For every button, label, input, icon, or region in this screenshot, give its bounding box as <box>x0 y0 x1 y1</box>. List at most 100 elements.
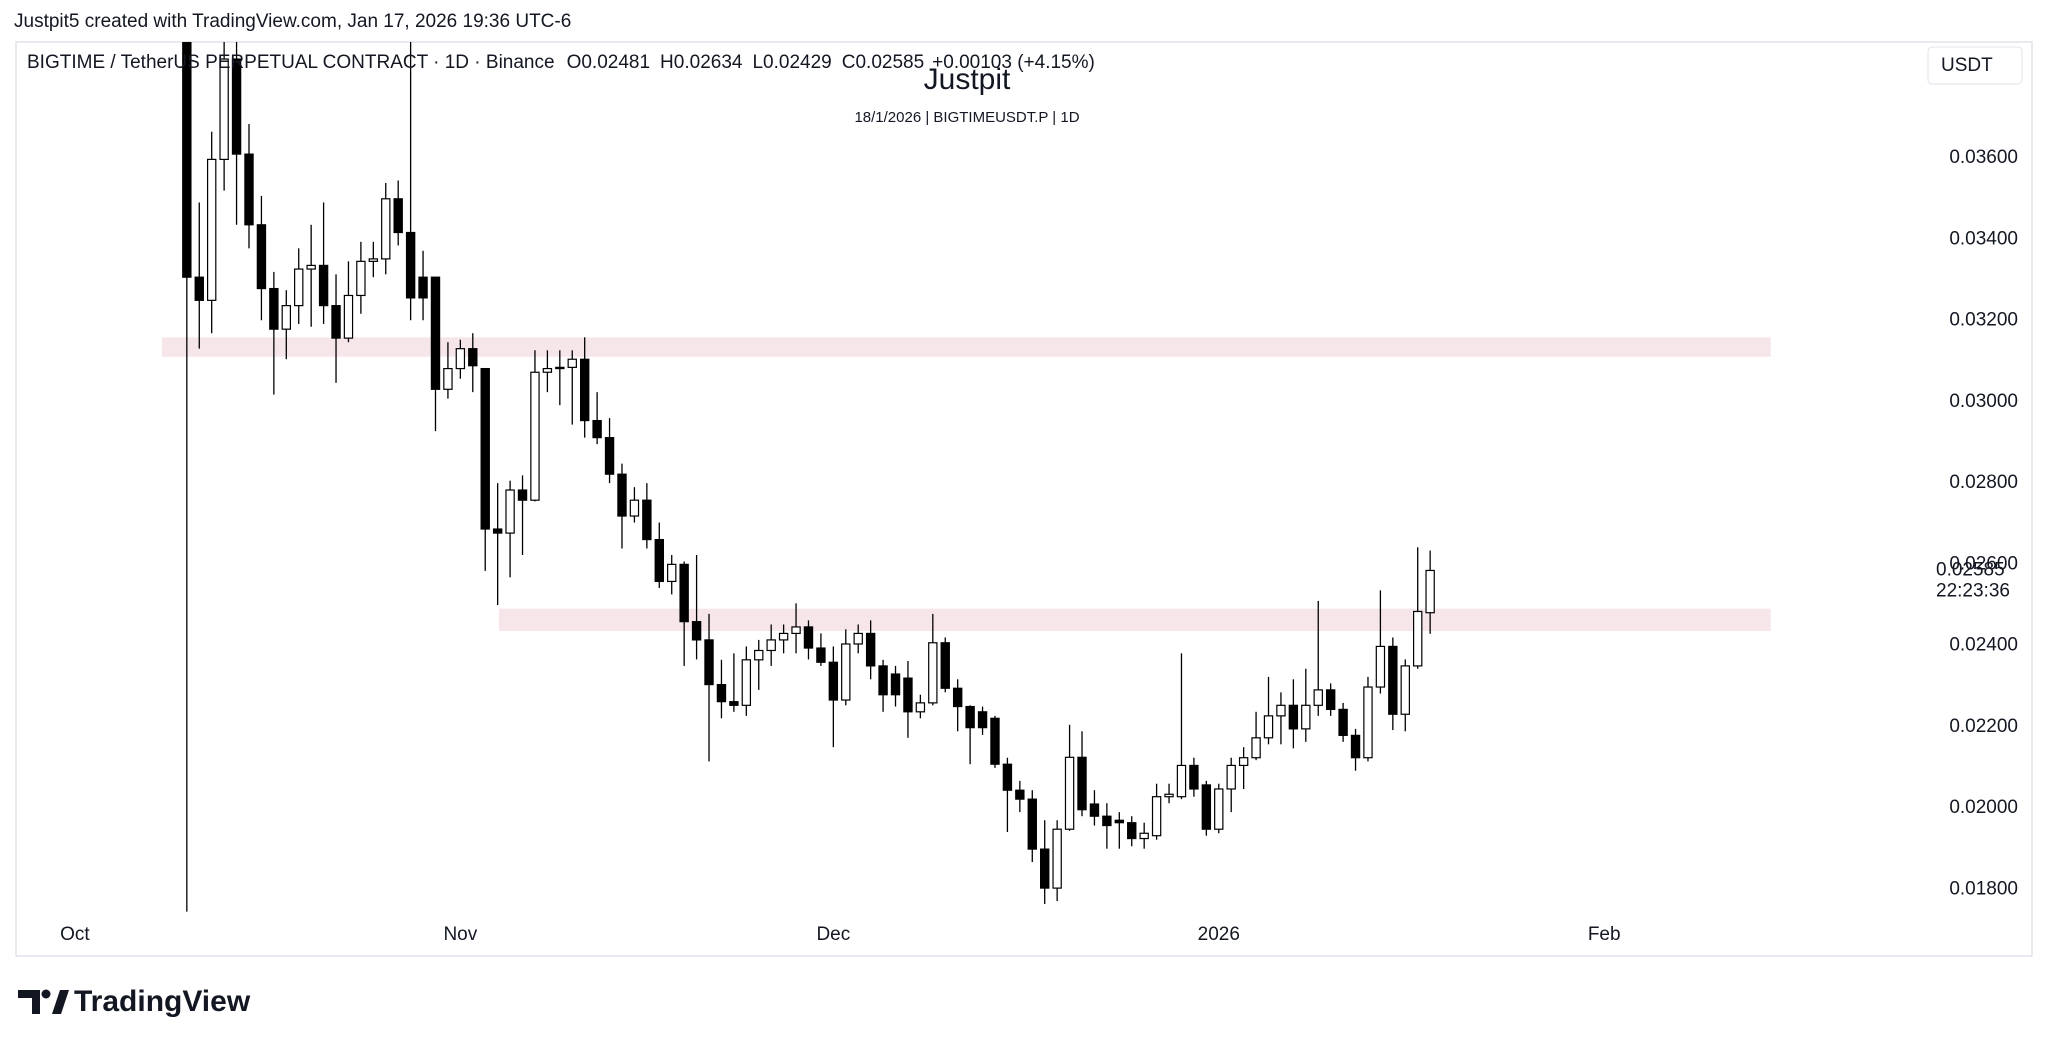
candle-body <box>244 153 254 226</box>
candle-body <box>1077 756 1087 811</box>
candle-body <box>679 563 689 623</box>
symbol-name: BIGTIME / TetherUS PERPETUAL CONTRACT · … <box>27 52 555 73</box>
chart-frame <box>15 41 2033 957</box>
ohlc-prefix: L <box>752 52 763 73</box>
y-tick-label: 0.02400 <box>1949 635 2018 656</box>
candle-body <box>567 358 577 368</box>
candle-body <box>778 632 789 641</box>
y-tick-label: 0.02200 <box>1949 716 2018 737</box>
candle-body <box>1027 798 1037 850</box>
candle-body <box>1425 569 1435 614</box>
candle-body <box>1413 610 1423 667</box>
candle-body <box>318 264 329 307</box>
candle-body <box>405 231 416 299</box>
candle-body <box>716 683 727 703</box>
candle-body <box>430 276 441 390</box>
candle-body <box>256 224 267 290</box>
y-tick-label: 0.03600 <box>1949 147 2018 168</box>
ohlc-prefix: H <box>660 52 674 73</box>
candle-body <box>1214 788 1224 830</box>
ohlc-value: 0.02585 <box>855 52 924 73</box>
candle-body <box>1064 756 1075 830</box>
candle-body <box>368 258 379 262</box>
y-tick-label: 0.02000 <box>1949 797 2018 818</box>
candle-body <box>1002 763 1013 791</box>
candle-body <box>828 661 839 701</box>
candle-body <box>480 367 490 530</box>
y-tick-label: 0.03000 <box>1949 391 2018 412</box>
candle-body <box>418 276 428 299</box>
candle-body <box>903 677 913 713</box>
x-tick-label: 2026 <box>1198 924 1240 945</box>
watermark-subtitle: 18/1/2026 | BIGTIMEUSDT.P | 1D <box>854 109 1079 126</box>
candle-body <box>1375 645 1386 688</box>
candle-body <box>219 58 229 160</box>
y-tick-label: 0.03200 <box>1949 310 2018 331</box>
level-zone <box>498 608 1771 631</box>
candle-body <box>592 419 602 439</box>
candle-body <box>667 563 677 583</box>
candle-body <box>865 632 876 667</box>
candle-body <box>182 42 192 278</box>
candle-body <box>791 626 801 635</box>
candle-body <box>1089 803 1100 817</box>
candle-body <box>1338 708 1348 736</box>
brand-logo: TradingView <box>18 985 251 1018</box>
y-tick-label: 0.01800 <box>1949 878 2018 899</box>
candle-body <box>741 659 752 706</box>
candle-body <box>754 649 764 661</box>
candle-body <box>1114 819 1125 824</box>
ohlc-prefix: C <box>842 52 856 73</box>
ohlc-prefix: O <box>567 52 582 73</box>
candle-body <box>1325 689 1336 710</box>
candle-body <box>629 499 640 517</box>
candle-body <box>555 366 565 370</box>
candle-body <box>281 305 291 330</box>
candle-body <box>1313 689 1323 706</box>
candle-body <box>965 705 975 729</box>
candle-body <box>704 639 714 686</box>
candle-body <box>294 268 304 307</box>
candle-body <box>468 348 478 367</box>
currency-label[interactable]: USDT <box>1941 55 1993 76</box>
candle-body <box>816 647 826 663</box>
x-tick-label: Nov <box>443 924 477 945</box>
candle-body <box>604 437 615 475</box>
plot-area <box>161 42 1771 912</box>
candle-body <box>1164 793 1174 798</box>
candle-body <box>654 538 664 583</box>
candle-body <box>940 642 950 689</box>
candle-body <box>915 702 926 713</box>
candle-body <box>766 639 776 652</box>
candle-body <box>517 489 528 501</box>
candle-body <box>269 287 279 330</box>
candle-body <box>194 276 204 301</box>
candle-body <box>1176 764 1187 798</box>
candle-body <box>1015 789 1025 800</box>
candle-body <box>803 626 814 649</box>
logo-dot <box>41 989 51 999</box>
candle-body <box>231 58 242 155</box>
brand-name: TradingView <box>74 985 251 1018</box>
candle-body <box>729 701 739 706</box>
candle-body <box>1102 815 1112 827</box>
y-tick-label: 0.02600 <box>1949 553 2018 574</box>
x-tick-label: Feb <box>1588 924 1621 945</box>
candle-body <box>853 632 863 645</box>
candle-body <box>691 621 702 641</box>
candle-body <box>1276 704 1286 717</box>
ohlc-value: 0.02429 <box>763 52 832 73</box>
candle-body <box>1388 645 1398 715</box>
candle-body <box>1151 796 1162 837</box>
credit: Justpit5 created with TradingView.com, J… <box>14 11 571 32</box>
x-tick-label: Oct <box>60 924 90 945</box>
candle-body <box>1263 715 1274 739</box>
candle-body <box>1201 784 1212 830</box>
candle-body <box>977 711 988 729</box>
currency-button[interactable] <box>1927 46 2023 85</box>
candle-body <box>1251 737 1261 759</box>
candle-body <box>1226 764 1236 790</box>
symbol-legend: BIGTIME / TetherUS PERPETUAL CONTRACT · … <box>27 52 1095 73</box>
